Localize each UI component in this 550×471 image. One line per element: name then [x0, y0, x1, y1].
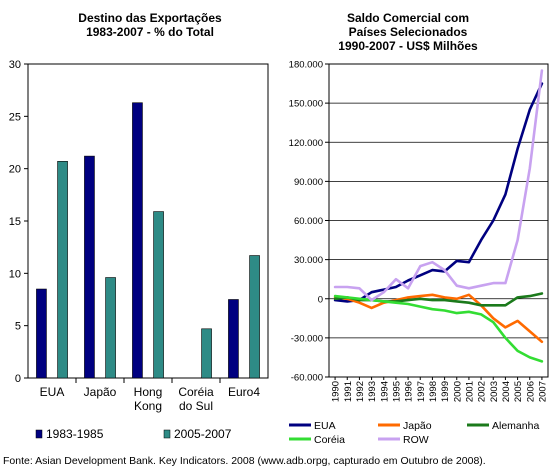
line-y-tick-label: -30.000 — [291, 333, 323, 344]
line-legend-label: ROW — [403, 434, 429, 446]
bar-x-tick-label: Kong — [134, 399, 162, 413]
bar-x-tick-label: Coréia — [178, 385, 214, 399]
bar-x-tick-label: Euro4 — [228, 385, 260, 399]
line-series-EUA — [333, 82, 544, 303]
bar-x-tick-label: do Sul — [179, 399, 213, 413]
bar-2005-2007 — [249, 255, 260, 379]
bar-1983-1985 — [228, 299, 239, 379]
line-x-tick-label: 1999 — [440, 381, 451, 402]
bar-legend-swatch — [35, 429, 43, 439]
bar-legend-swatch — [163, 429, 171, 439]
bar-2005-2007 — [57, 161, 68, 379]
bar-y-tick-label: 20 — [9, 164, 21, 176]
line-x-tick-label: 1991 — [343, 381, 354, 402]
line-series-Alemanha — [333, 292, 544, 307]
bar-2005-2007 — [153, 211, 164, 379]
bar-y-tick-label: 30 — [9, 59, 21, 71]
line-y-tick-label: 120.000 — [289, 138, 323, 149]
line-y-tick-label: 90.000 — [294, 177, 323, 188]
line-x-tick-label: 1990 — [331, 381, 342, 402]
bar-x-tick-label: Japão — [84, 385, 117, 399]
bar-chart-title-line-1: Destino das Exportações — [78, 11, 222, 25]
line-y-tick-label: 30.000 — [294, 255, 323, 266]
line-series-Japão — [333, 293, 544, 344]
bar-2005-2007 — [105, 277, 116, 379]
line-x-tick-label: 2005 — [513, 381, 524, 402]
line-series-ROW — [333, 69, 544, 302]
source-note: Fonte: Asian Development Bank. Key Indic… — [3, 455, 486, 467]
line-x-tick-label: 2006 — [525, 381, 536, 402]
bar-x-tick-label: Hong — [134, 385, 163, 399]
line-y-tick-label: 180.000 — [289, 60, 323, 71]
line-chart-title-line-2: Países Selecionados — [348, 25, 468, 39]
bar-y-tick-label: 10 — [9, 268, 21, 280]
line-legend-label: Alemanha — [492, 420, 539, 432]
line-x-tick-label: 1997 — [416, 381, 427, 402]
line-y-tick-label: 150.000 — [289, 99, 323, 110]
line-x-tick-label: 1998 — [428, 381, 439, 402]
line-x-tick-label: 1992 — [355, 381, 366, 402]
line-series-Coréia — [333, 294, 544, 363]
line-x-tick-label: 2000 — [452, 381, 463, 402]
line-chart-title: Saldo Comercial com Países Selecionados … — [280, 11, 536, 53]
bar-1983-1985 — [132, 102, 143, 379]
bar-y-tick-label: 15 — [9, 216, 21, 228]
line-x-tick-label: 1995 — [391, 381, 402, 402]
bar-1983-1985 — [84, 155, 95, 379]
line-x-tick-label: 1996 — [404, 381, 415, 402]
bar-legend-label: 1983-1985 — [46, 427, 104, 441]
bar-1983-1985 — [36, 288, 47, 379]
line-x-tick-label: 2001 — [464, 381, 475, 402]
line-chart-title-line-1: Saldo Comercial com — [346, 11, 470, 25]
bar-y-tick-label: 5 — [15, 321, 21, 333]
line-y-tick-label: 60.000 — [294, 216, 323, 227]
line-chart-title-line-3: 1990-2007 - US$ Milhões — [338, 39, 478, 53]
bar-y-tick-label: 25 — [9, 111, 21, 123]
line-y-tick-label: 0 — [318, 294, 323, 305]
line-x-tick-label: 2004 — [501, 381, 512, 402]
line-x-tick-label: 2002 — [477, 381, 488, 402]
line-x-tick-label: 1993 — [367, 381, 378, 402]
line-x-tick-label: 1994 — [379, 381, 390, 402]
bar-legend-label: 2005-2007 — [174, 427, 232, 441]
line-x-tick-label: 2003 — [489, 381, 500, 402]
bar-2005-2007 — [201, 328, 212, 379]
line-legend-label: Coréia — [314, 434, 345, 446]
bar-y-tick-label: 0 — [15, 373, 21, 385]
line-legend-label: Japão — [403, 420, 432, 432]
bar-chart-title: Destino das Exportações 1983-2007 - % do… — [20, 11, 280, 39]
bar-chart-title-line-2: 1983-2007 - % do Total — [86, 25, 214, 39]
bar-x-tick-label: EUA — [40, 385, 65, 399]
line-plot-area — [328, 63, 549, 378]
line-legend-label: EUA — [314, 420, 336, 432]
line-x-tick-label: 2007 — [537, 381, 548, 402]
line-y-tick-label: -60.000 — [291, 373, 323, 384]
